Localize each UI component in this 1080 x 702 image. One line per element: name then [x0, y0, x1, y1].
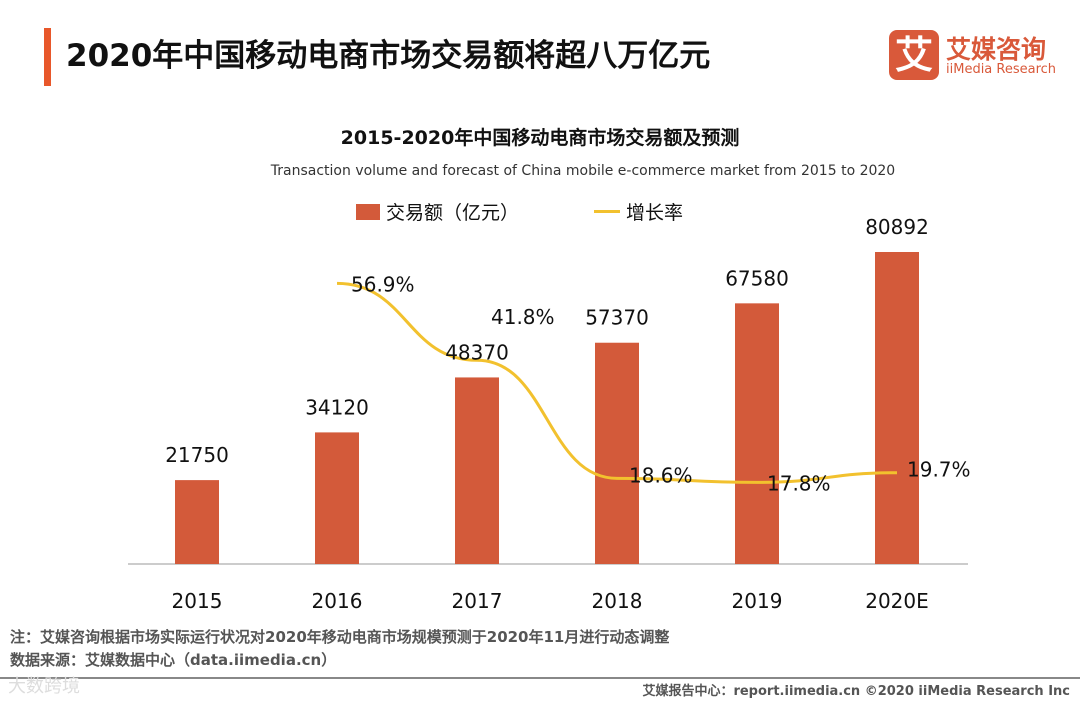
bar-2018 — [595, 342, 639, 564]
growth-rate-label: 41.8% — [491, 305, 555, 329]
page-title: 2020年中国移动电商市场交易额将超八万亿元 — [66, 38, 711, 74]
growth-rate-line — [336, 281, 898, 484]
data-source: 数据来源：艾媒数据中心（data.iimedia.cn） — [10, 651, 337, 669]
x-tick-label: 2019 — [732, 589, 783, 613]
legend-bar-swatch — [356, 204, 380, 220]
bar-value-label: 34120 — [305, 395, 369, 419]
logo-text-cn: 艾媒咨询 — [946, 35, 1047, 64]
logo-mark: 艾 — [889, 30, 939, 80]
growth-rate-label: 56.9% — [351, 272, 415, 296]
x-tick-label: 2018 — [592, 589, 643, 613]
bar-2016 — [315, 432, 359, 564]
x-tick-label: 2017 — [452, 589, 503, 613]
bar-2019 — [735, 303, 779, 564]
chart-subtitle: Transaction volume and forecast of China… — [270, 163, 896, 179]
x-tick-label: 2016 — [312, 589, 363, 613]
chart-title: 2015-2020年中国移动电商市场交易额及预测 — [340, 127, 740, 149]
footnote: 注：艾媒咨询根据市场实际运行状况对2020年移动电商市场规模预测于2020年11… — [10, 628, 670, 646]
legend-bar: 交易额（亿元） — [356, 198, 519, 225]
bar-2015 — [175, 480, 219, 564]
legend-line-label: 增长率 — [626, 202, 684, 224]
x-tick-label: 2015 — [172, 589, 223, 613]
bar-value-label: 48370 — [445, 340, 509, 364]
footer-text: 艾媒报告中心：report.iimedia.cn ©2020 iiMedia R… — [642, 684, 1070, 699]
bar-2017 — [455, 377, 499, 564]
chart-plot: 21750 2015 34120 2016 48370 2017 57370 2018 6758… — [128, 215, 971, 613]
bar-2020E — [875, 252, 919, 564]
bar-value-label: 57370 — [585, 306, 649, 330]
x-tick-label: 2020E — [865, 589, 929, 613]
watermark: 大数跨境 — [8, 676, 80, 697]
growth-rate-label: 18.6% — [629, 463, 693, 487]
footer-divider — [0, 677, 1080, 679]
logo-text-en: iiMedia Research — [946, 62, 1057, 77]
growth-rate-label: 17.8% — [767, 471, 831, 495]
legend-line-swatch — [594, 210, 620, 213]
legend-line: 增长率 — [594, 198, 683, 225]
legend-bar-label: 交易额（亿元） — [386, 202, 520, 224]
bar-value-label: 80892 — [865, 215, 929, 239]
bar-value-label: 67580 — [725, 266, 789, 290]
title-accent-bar — [44, 28, 51, 86]
growth-rate-label: 19.7% — [907, 458, 971, 482]
bar-value-label: 21750 — [165, 443, 229, 467]
